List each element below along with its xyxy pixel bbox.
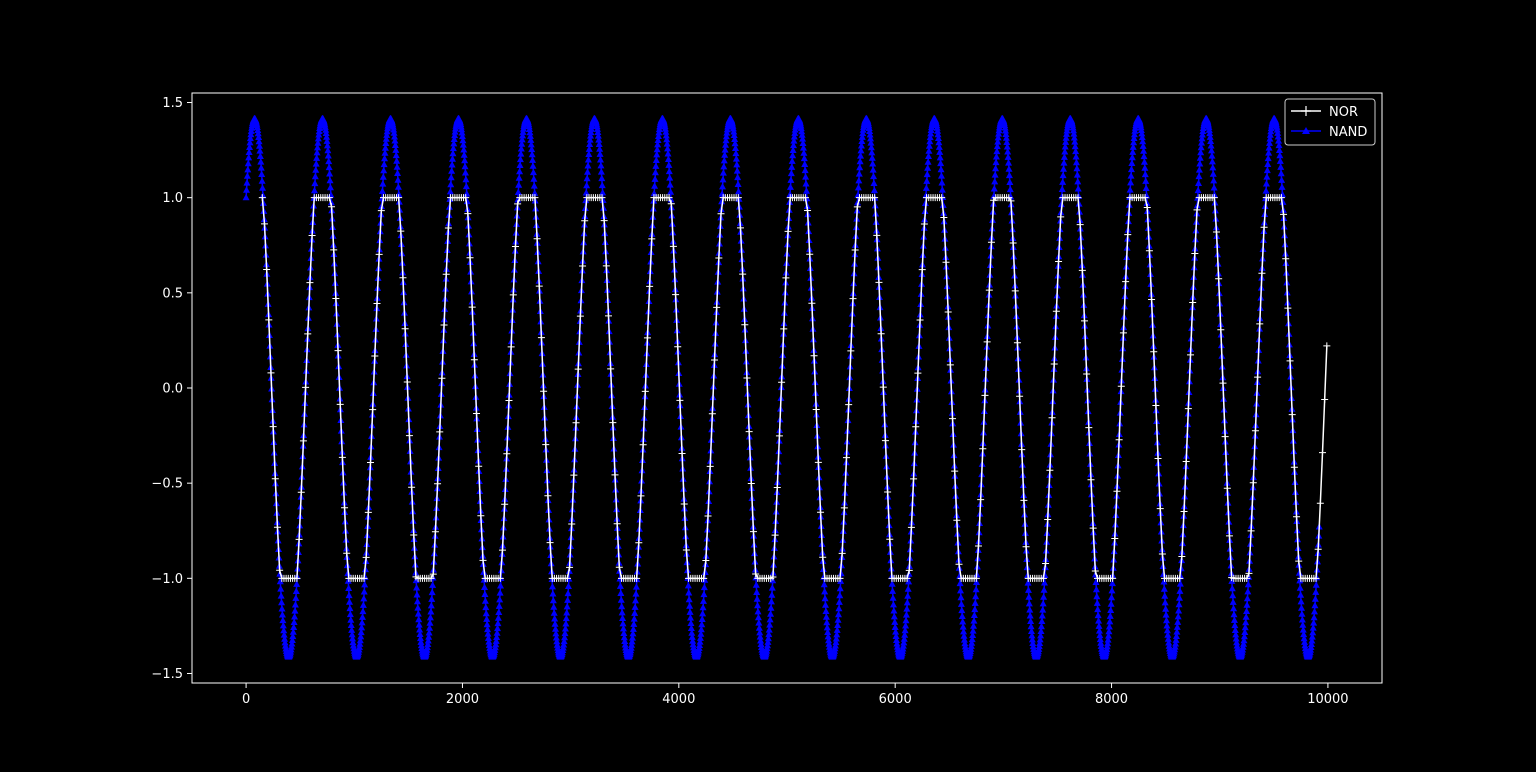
- y-tick-label: −1.5: [151, 667, 183, 682]
- y-tick-label: 1.0: [162, 191, 183, 206]
- legend-nor-marker: [1301, 106, 1311, 116]
- x-axis: 0 2000 4000 6000 8000 10000: [242, 683, 1349, 707]
- y-tick-label: −0.5: [151, 477, 183, 492]
- x-tick-label: 8000: [1095, 692, 1128, 707]
- y-tick-label: −1.0: [151, 572, 183, 587]
- legend-nand-marker: [1302, 127, 1310, 134]
- legend-nand-label: NAND: [1329, 125, 1367, 140]
- x-tick-label: 0: [242, 692, 250, 707]
- nor-series-markers: [258, 194, 1331, 582]
- legend-nor-label: NOR: [1329, 105, 1358, 120]
- x-tick-label: 2000: [446, 692, 479, 707]
- y-tick-label: 0.0: [162, 382, 183, 397]
- y-axis: −1.5 −1.0 −0.5 0.0 0.5 1.0 1.5: [151, 96, 192, 682]
- x-tick-label: 10000: [1307, 692, 1348, 707]
- nand-series-markers: [242, 114, 1323, 660]
- y-tick-label: 1.5: [162, 96, 183, 111]
- series-layer: [242, 114, 1331, 660]
- x-tick-label: 6000: [879, 692, 912, 707]
- legend: NOR NAND: [1284, 98, 1376, 146]
- x-tick-label: 4000: [662, 692, 695, 707]
- y-tick-label: 0.5: [162, 286, 183, 301]
